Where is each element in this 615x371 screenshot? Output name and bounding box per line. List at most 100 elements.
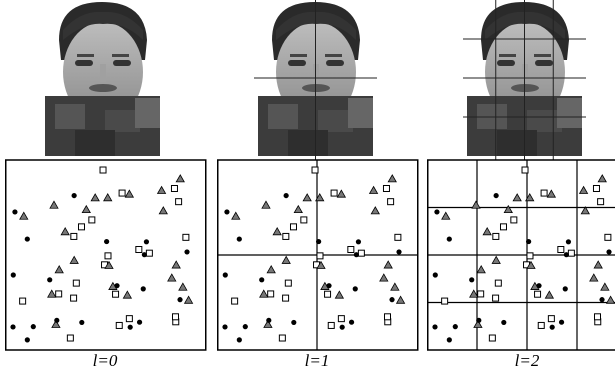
point-circle	[501, 320, 506, 325]
body: {"panels": [{"label": "l=0"}, {"label": …	[0, 0, 615, 371]
point-circle	[433, 272, 438, 277]
point-square	[593, 185, 599, 191]
point-circle	[223, 272, 228, 277]
point-circle	[447, 337, 452, 342]
point-circle	[356, 239, 361, 244]
point-circle	[550, 325, 555, 330]
point-circle	[447, 236, 452, 241]
point-circle	[526, 239, 531, 244]
point-circle	[453, 324, 458, 329]
point-square	[312, 167, 318, 173]
point-square	[67, 335, 73, 341]
point-square	[317, 253, 323, 259]
point-square	[522, 167, 528, 173]
point-circle	[114, 283, 119, 288]
point-square	[71, 233, 77, 239]
point-square	[489, 335, 495, 341]
point-square	[568, 250, 574, 256]
point-square	[100, 167, 106, 173]
point-circle	[564, 252, 569, 257]
point-square	[126, 316, 132, 322]
point-circle	[396, 249, 401, 254]
point-square	[20, 298, 26, 304]
point-square	[183, 234, 189, 240]
point-square	[89, 217, 95, 223]
point-square	[541, 190, 547, 196]
point-square	[73, 280, 79, 286]
point-square	[171, 185, 177, 191]
point-square	[172, 314, 178, 320]
point-square	[535, 291, 541, 297]
point-square	[511, 217, 517, 223]
point-square	[285, 280, 291, 286]
point-circle	[434, 209, 439, 214]
point-circle	[142, 252, 147, 257]
point-circle	[237, 236, 242, 241]
point-circle	[104, 239, 109, 244]
point-circle	[144, 239, 149, 244]
level-label: l=0	[93, 351, 118, 370]
point-square	[358, 250, 364, 256]
point-square	[442, 298, 448, 304]
point-circle	[243, 324, 248, 329]
point-square	[605, 234, 611, 240]
point-square	[395, 234, 401, 240]
point-circle	[389, 297, 394, 302]
point-square	[290, 224, 296, 230]
point-square	[348, 247, 354, 253]
point-square	[338, 316, 344, 322]
point-circle	[222, 324, 227, 329]
point-square	[383, 185, 389, 191]
point-circle	[606, 249, 611, 254]
point-circle	[566, 239, 571, 244]
face-image	[45, 0, 160, 156]
point-circle	[559, 320, 564, 325]
page: html, body { margin: 0; padding: 0; back…	[0, 0, 615, 371]
point-square	[105, 253, 111, 259]
point-circle	[25, 236, 30, 241]
point-circle	[326, 283, 331, 288]
point-square	[136, 247, 142, 253]
point-square	[598, 199, 604, 205]
point-square	[279, 335, 285, 341]
point-square	[268, 291, 274, 297]
point-square	[328, 322, 334, 328]
point-circle	[11, 272, 16, 277]
figure: l=0 l=1 l=2	[0, 0, 615, 371]
point-circle	[237, 337, 242, 342]
point-square	[119, 190, 125, 196]
point-circle	[72, 193, 77, 198]
point-square	[56, 291, 62, 297]
point-square	[558, 247, 564, 253]
point-square	[548, 316, 554, 322]
point-square	[538, 322, 544, 328]
point-circle	[128, 325, 133, 330]
point-circle	[353, 286, 358, 291]
point-circle	[469, 277, 474, 282]
point-circle	[79, 320, 84, 325]
point-circle	[177, 297, 182, 302]
point-square	[325, 291, 331, 297]
point-circle	[25, 337, 30, 342]
point-square	[146, 250, 152, 256]
point-circle	[536, 283, 541, 288]
point-square	[283, 295, 289, 301]
point-circle	[31, 324, 36, 329]
point-square	[493, 233, 499, 239]
point-circle	[599, 297, 604, 302]
point-circle	[494, 193, 499, 198]
point-square	[71, 295, 77, 301]
point-square	[331, 190, 337, 196]
point-circle	[184, 249, 189, 254]
point-square	[500, 224, 506, 230]
level-label: l=1	[305, 351, 330, 370]
point-square	[116, 322, 122, 328]
point-circle	[141, 286, 146, 291]
point-circle	[349, 320, 354, 325]
point-square	[594, 314, 600, 320]
point-square	[176, 199, 182, 205]
point-circle	[12, 209, 17, 214]
level-label: l=2	[515, 351, 540, 370]
point-circle	[354, 252, 359, 257]
point-square	[527, 253, 533, 259]
